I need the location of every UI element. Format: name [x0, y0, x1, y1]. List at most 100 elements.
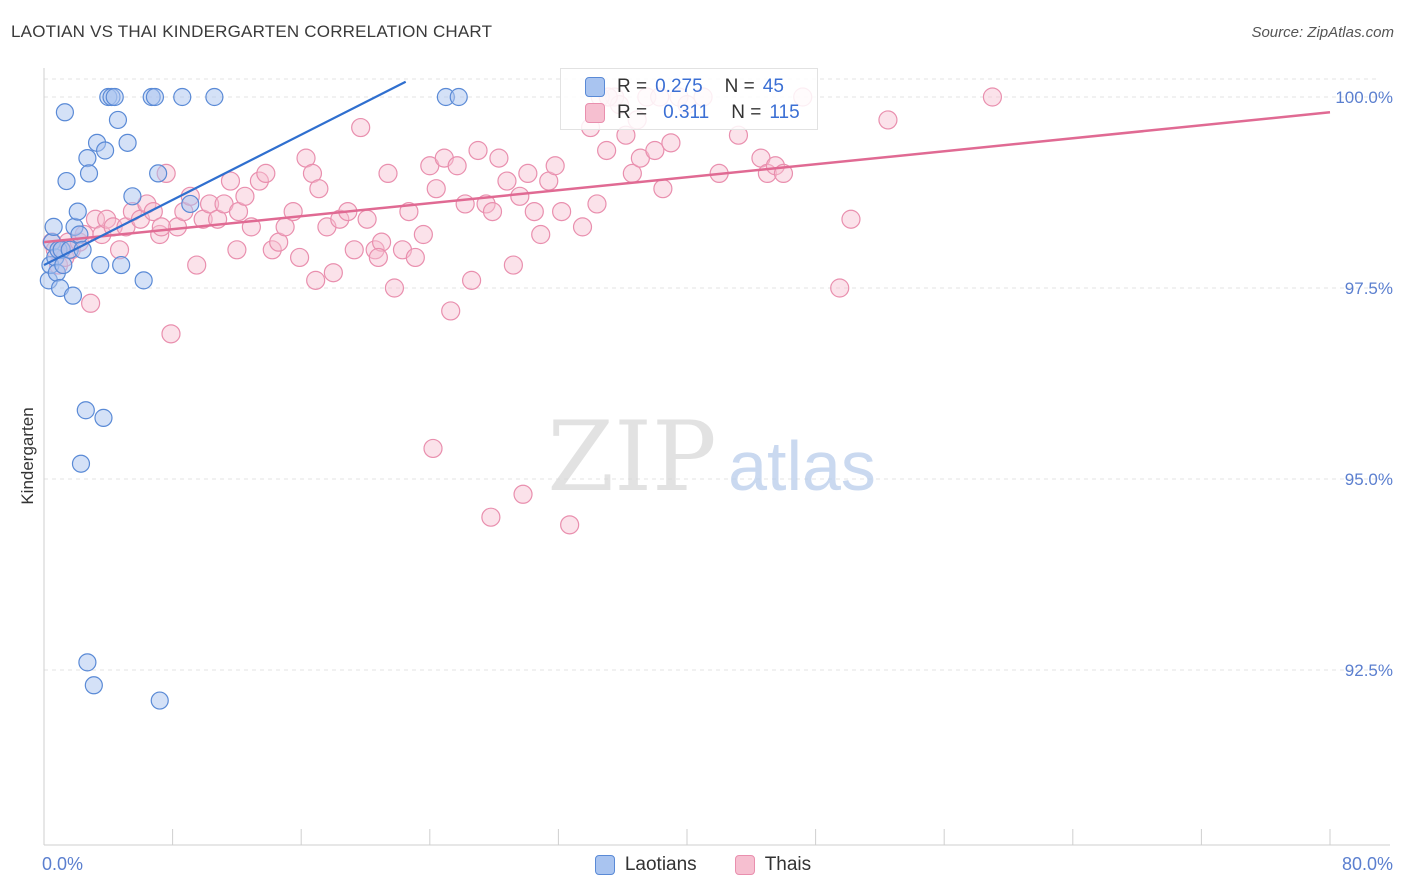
thai-point	[199, 194, 220, 214]
n-value: 45	[762, 76, 784, 97]
thai-point	[109, 240, 130, 260]
laotian-point	[95, 141, 115, 160]
laotians-swatch	[594, 855, 615, 875]
laotians-trend-line	[43, 80, 407, 267]
laotian-point	[63, 286, 83, 305]
laotian-point	[70, 225, 89, 244]
laotians-swatch	[585, 77, 605, 97]
thai-point	[510, 186, 530, 206]
thai-point	[441, 301, 461, 321]
stats-legend-row-laotians: R = 0.275 N = 45	[585, 74, 784, 100]
thai-point	[151, 217, 171, 237]
thai-point	[378, 163, 398, 183]
thai-point	[161, 324, 181, 344]
laotian-point	[68, 202, 87, 221]
watermark: ZIP atlas	[547, 401, 876, 513]
thai-point	[552, 202, 572, 222]
laotian-point	[181, 194, 200, 214]
thai-point	[481, 507, 501, 527]
thai-point	[413, 224, 433, 245]
legend-item-thais[interactable]: Thais	[734, 854, 812, 876]
thai-point	[344, 240, 364, 260]
thai-point	[330, 209, 350, 229]
laotian-point	[73, 240, 92, 259]
laotian-point	[108, 110, 128, 130]
thai-point	[531, 224, 551, 245]
thai-point	[524, 202, 544, 222]
laotian-point	[54, 255, 73, 275]
y-tick-label: 95.0%	[1345, 470, 1393, 489]
series-legend: Laotians Thais	[0, 852, 1406, 878]
thai-point	[309, 179, 329, 199]
legend-label-thais: Thais	[764, 854, 812, 875]
laotian-point	[84, 676, 103, 695]
y-tick-label: 92.5%	[1345, 661, 1393, 680]
thai-point	[476, 194, 496, 214]
thai-point	[830, 278, 850, 298]
n-label: N =	[724, 76, 755, 97]
thai-point	[518, 163, 538, 183]
thai-point	[489, 148, 509, 168]
thai-point	[399, 202, 419, 222]
trend-lines	[43, 80, 1331, 267]
laotian-point	[449, 87, 468, 107]
watermark-atlas: atlas	[728, 427, 876, 505]
thai-point	[323, 263, 343, 283]
thai-point	[468, 140, 488, 161]
y-tick-label: 97.5%	[1345, 279, 1393, 298]
r-value: 0.275	[655, 76, 703, 97]
thai-point	[423, 438, 443, 459]
thai-point	[765, 156, 786, 176]
thais-trend-line	[43, 111, 1331, 244]
laotian-point	[94, 408, 113, 427]
r-label: R =	[617, 76, 648, 97]
thai-point	[426, 179, 446, 199]
thai-point	[482, 202, 503, 222]
thai-point	[841, 209, 861, 229]
thai-point	[447, 156, 467, 176]
axes	[43, 68, 1390, 846]
n-label: N =	[731, 102, 762, 123]
laotian-point	[145, 87, 165, 107]
y-tick-label: 100.0%	[1335, 88, 1393, 107]
thai-point	[461, 270, 482, 290]
thai-point	[878, 110, 898, 130]
thai-point	[289, 247, 310, 268]
n-value: 115	[769, 102, 800, 123]
thai-point	[227, 240, 247, 260]
legend-label-laotians: Laotians	[624, 854, 697, 875]
laotian-point	[134, 271, 153, 290]
thai-point	[560, 515, 580, 535]
thai-point	[220, 171, 241, 191]
watermark-zip: ZIP	[547, 401, 716, 513]
tick-labels: 100.0% 97.5% 95.0% 92.5% 0.0% 80.0%	[42, 88, 1393, 874]
thai-point	[81, 293, 101, 313]
thai-point	[256, 163, 276, 183]
laotian-point	[76, 401, 95, 420]
thai-point	[187, 255, 207, 275]
legend-item-laotians[interactable]: Laotians	[594, 854, 697, 876]
thai-point	[653, 179, 673, 199]
stats-legend-row-thais: R = 0.311 N = 115	[585, 100, 800, 126]
thai-point	[645, 140, 665, 161]
laotian-point	[55, 103, 74, 122]
thai-point	[587, 194, 607, 214]
laotian-point	[78, 653, 97, 672]
thai-point	[513, 484, 533, 504]
thai-point	[982, 87, 1003, 107]
thai-point	[249, 171, 270, 191]
x-tick-label: 0.0%	[42, 854, 83, 874]
thai-point	[597, 140, 617, 161]
thai-point	[503, 255, 523, 275]
thai-point	[306, 270, 326, 290]
laotian-point	[150, 691, 169, 710]
laotian-point	[57, 171, 76, 191]
thai-point	[262, 240, 282, 260]
thai-point	[455, 194, 475, 214]
source-label: Source: ZipAtlas.com	[1251, 24, 1394, 41]
thai-point	[572, 217, 593, 237]
r-label: R =	[617, 102, 648, 123]
thai-point	[384, 278, 405, 298]
thai-point	[545, 156, 565, 176]
